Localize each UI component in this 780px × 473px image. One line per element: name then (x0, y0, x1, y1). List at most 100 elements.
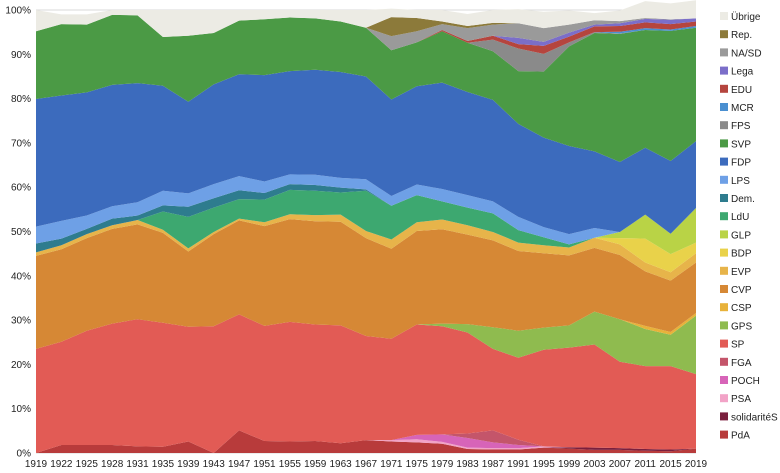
legend-label-lps: LPS (731, 176, 750, 187)
x-tick-label-1979: 1979 (431, 459, 454, 470)
legend-item-brige: Übrige (720, 11, 761, 23)
legend-swatch-fdp (720, 157, 728, 166)
y-tick-label-20: 20% (11, 360, 31, 371)
legend-swatch-brige (720, 12, 728, 20)
legend-item-gps: GPS (720, 321, 752, 332)
area-cvp (36, 219, 696, 349)
x-tick-label-2011: 2011 (634, 459, 656, 470)
legend-label-dem: Dem. (731, 194, 755, 205)
x-tick-label-1999: 1999 (558, 459, 581, 470)
legend-swatch-fps (720, 121, 728, 130)
legend-label-psa: PSA (731, 394, 751, 405)
legend-swatch-sp (720, 339, 728, 348)
legend-item-solidarit-s: solidaritéS (720, 412, 778, 423)
legend-label-edu: EDU (731, 85, 752, 96)
legend-swatch-solidarit-s (720, 412, 728, 421)
area-fps (36, 14, 696, 72)
x-tick-label-1955: 1955 (279, 459, 302, 470)
legend-label-svp: SVP (731, 139, 751, 150)
legend-label-rep: Rep. (731, 30, 752, 41)
legend-label-sp: SP (731, 340, 745, 351)
x-tick-label-1925: 1925 (76, 459, 99, 470)
x-tick-label-1991: 1991 (507, 459, 530, 470)
series-areas (36, 0, 696, 453)
legend-swatch-gps (720, 321, 728, 330)
y-axis-tick-labels: 0% 10% 20% 30% 40% 50% 60% 70% 80% 90% 100% (5, 6, 31, 460)
x-tick-label-1931: 1931 (126, 459, 149, 470)
y-tick-label-40: 40% (11, 271, 31, 282)
y-tick-label-100: 100% (5, 6, 31, 17)
legend-item-dem: Dem. (720, 194, 755, 205)
area-pda (36, 430, 696, 453)
x-tick-label-1928: 1928 (101, 459, 124, 470)
legend-item-mcr: MCR (720, 103, 754, 114)
legend-label-brige: Übrige (731, 11, 761, 23)
legend-label-csp: CSP (731, 303, 752, 314)
x-tick-label-1951: 1951 (253, 459, 276, 470)
area-na-sd (36, 14, 696, 51)
x-tick-label-1971: 1971 (380, 459, 403, 470)
legend-swatch-cvp (720, 285, 728, 293)
legend-swatch-rep (720, 30, 728, 39)
legend-label-na-sd: NA/SD (731, 48, 762, 59)
legend-item-psa: PSA (720, 394, 751, 405)
legend-label-fdp: FDP (731, 158, 751, 169)
legend: Übrige Rep. NA/SD Lega EDU MCR FPS SVP FDP LPS Dem… (720, 11, 778, 442)
legend-item-ldu: LdU (720, 212, 749, 223)
legend-swatch-svp (720, 139, 728, 148)
x-tick-label-1987: 1987 (482, 459, 505, 470)
legend-item-pda: PdA (720, 430, 750, 442)
legend-swatch-dem (720, 194, 728, 202)
legend-label-lega: Lega (731, 67, 754, 78)
legend-swatch-lega (720, 66, 728, 75)
legend-label-cvp: CVP (731, 285, 752, 296)
legend-label-gps: GPS (731, 321, 752, 332)
x-tick-label-2007: 2007 (609, 459, 632, 470)
legend-swatch-mcr (720, 103, 728, 111)
legend-swatch-evp (720, 266, 728, 275)
area-lega (36, 14, 696, 51)
area-fdp (36, 69, 696, 235)
legend-item-glp: GLP (720, 230, 751, 241)
y-tick-label-10: 10% (11, 404, 31, 415)
legend-label-bdp: BDP (731, 249, 752, 260)
legend-item-svp: SVP (720, 139, 751, 150)
x-tick-label-1947: 1947 (228, 459, 251, 470)
x-tick-label-1983: 1983 (456, 459, 479, 470)
legend-label-fga: FGA (731, 358, 752, 369)
y-tick-label-30: 30% (11, 316, 31, 327)
x-tick-label-1919: 1919 (25, 459, 48, 470)
area-brige (36, 0, 696, 38)
area-gps (36, 311, 696, 375)
y-tick-label-50: 50% (11, 227, 31, 238)
legend-swatch-glp (720, 230, 728, 239)
legend-item-sp: SP (720, 339, 745, 351)
legend-swatch-lps (720, 175, 728, 184)
y-tick-label-70: 70% (11, 138, 31, 149)
y-tick-label-80: 80% (11, 94, 31, 105)
legend-item-rep: Rep. (720, 30, 752, 41)
legend-swatch-csp (720, 303, 728, 312)
legend-item-lega: Lega (720, 66, 754, 78)
legend-swatch-na-sd (720, 48, 728, 57)
legend-swatch-fga (720, 357, 728, 366)
x-tick-label-1939: 1939 (177, 459, 200, 470)
x-tick-label-1943: 1943 (203, 459, 226, 470)
area-lps (36, 174, 696, 245)
legend-item-csp: CSP (720, 303, 752, 314)
legend-label-pda: PdA (731, 431, 750, 442)
legend-swatch-psa (720, 394, 728, 403)
y-tick-label-0: 0% (17, 449, 32, 460)
legend-item-lps: LPS (720, 175, 750, 187)
x-axis-tick-labels: 1919 1922 1925 1928 1931 1935 1939 1943 1947 1951… (25, 459, 708, 470)
x-tick-label-1975: 1975 (406, 459, 429, 470)
x-tick-label-1995: 1995 (533, 459, 556, 470)
legend-label-evp: EVP (731, 267, 751, 278)
legend-label-poch: POCH (731, 376, 760, 387)
legend-label-fps: FPS (731, 121, 751, 132)
legend-label-ldu: LdU (731, 212, 749, 223)
legend-item-edu: EDU (720, 84, 752, 96)
x-tick-label-1967: 1967 (355, 459, 378, 470)
